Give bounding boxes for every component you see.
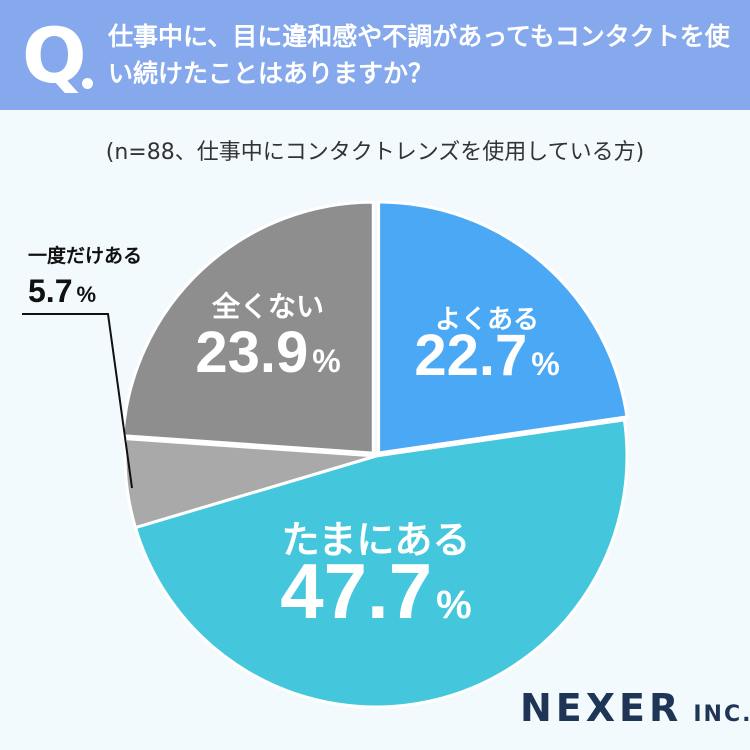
slice-label-once: 一度だけある bbox=[28, 244, 142, 267]
brand-sub-text: INC. bbox=[693, 702, 750, 727]
question-header: Q 仕事中に、目に違和感や不調があってもコンタクトを使い続けたことはありますか？ bbox=[0, 0, 750, 110]
q-letter: Q bbox=[22, 11, 87, 100]
brand-main-text: NEXER bbox=[520, 686, 683, 730]
slice-value-often: 22.7% bbox=[414, 323, 559, 388]
callout-leader-line bbox=[22, 313, 133, 489]
question-text: 仕事中に、目に違和感や不調があってもコンタクトを使い続けたことはありますか？ bbox=[108, 22, 730, 88]
slice-value-never: 23.9% bbox=[195, 320, 340, 385]
brand-logo: NEXER INC. bbox=[520, 686, 750, 730]
slice-value-once: 5.7% bbox=[28, 273, 96, 309]
slice-label-sometimes: たまにある bbox=[282, 518, 471, 562]
sample-note: (n=88、仕事中にコンタクトレンズを使用している方) bbox=[105, 140, 645, 165]
pie-slice-never bbox=[121, 200, 375, 455]
q-dot bbox=[82, 78, 93, 89]
slice-value-sometimes: 47.7% bbox=[280, 547, 471, 635]
pie-slice-often bbox=[377, 200, 629, 455]
q-mark-icon: Q bbox=[22, 14, 100, 98]
slice-label-often: よくある bbox=[435, 305, 539, 335]
slice-label-never: 全くない bbox=[211, 290, 324, 323]
